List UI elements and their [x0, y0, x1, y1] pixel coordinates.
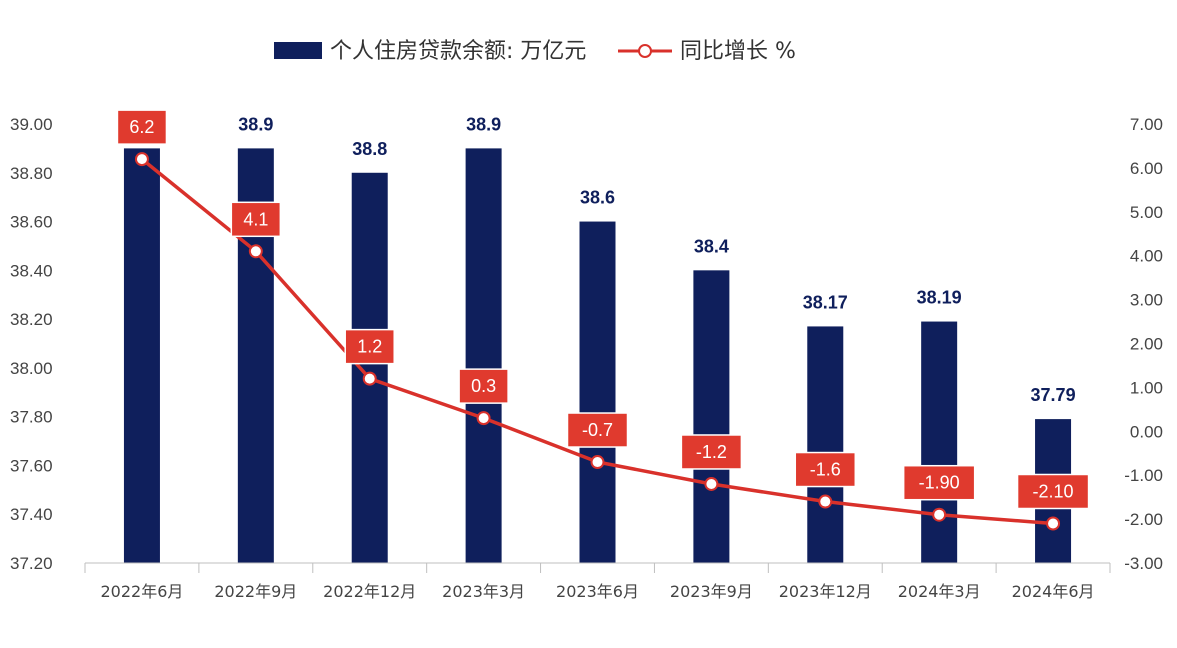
- right-tick-label: 6.00: [1130, 159, 1163, 178]
- right-tick-label: 5.00: [1130, 203, 1163, 222]
- legend-bar-label: 个人住房贷款余额: 万亿元: [330, 39, 586, 64]
- x-tick-label: 2023年6月: [556, 582, 639, 601]
- bar: [465, 148, 502, 563]
- bar: [579, 221, 616, 564]
- growth-value-label: 0.3: [471, 376, 496, 396]
- bar-value-label: 37.79: [1031, 385, 1076, 405]
- left-tick-label: 38.80: [10, 164, 53, 183]
- growth-value-label: -1.90: [919, 473, 960, 493]
- growth-point: [134, 152, 149, 167]
- right-tick-label: -1.00: [1124, 466, 1163, 485]
- growth-point: [476, 411, 491, 426]
- growth-point: [362, 371, 377, 386]
- growth-value-label: -2.10: [1033, 481, 1074, 501]
- right-axis-ticks: 7.00 6.00 5.00 4.00 3.00 2.00 1.00 0.00 -1.00 -2.…: [1124, 115, 1163, 573]
- left-tick-label: 38.00: [10, 359, 53, 378]
- growth-label-box: [902, 464, 976, 501]
- growth-label-box: [458, 368, 509, 404]
- bar: [693, 270, 730, 563]
- left-tick-label: 37.60: [10, 456, 53, 475]
- left-tick-label: 38.60: [10, 213, 53, 232]
- x-tick-label: 2022年6月: [100, 582, 183, 601]
- growth-point: [1046, 516, 1061, 531]
- bar-value-label: 38.8: [352, 139, 387, 159]
- right-tick-label: 4.00: [1130, 247, 1163, 266]
- right-tick-label: 3.00: [1130, 291, 1163, 310]
- growth-value-label: 4.1: [243, 209, 268, 229]
- growth-point: [818, 494, 833, 509]
- x-tick-label: 2023年9月: [670, 582, 753, 601]
- bar: [351, 172, 388, 563]
- left-axis-ticks: 39.00 38.80 38.60 38.40 38.20 38.00 37.80 37.60…: [10, 115, 53, 573]
- growth-value-label: 6.2: [129, 117, 154, 137]
- left-tick-label: 39.00: [10, 115, 53, 134]
- right-tick-label: 7.00: [1130, 115, 1163, 134]
- left-tick-label: 37.80: [10, 408, 53, 427]
- x-tick-label: 2022年9月: [214, 582, 297, 601]
- legend-bar-swatch: [274, 42, 322, 59]
- growth-value-label: -0.7: [582, 420, 613, 440]
- right-tick-label: -2.00: [1124, 510, 1163, 529]
- left-tick-label: 37.20: [10, 554, 53, 573]
- growth-line-layer: 6.2 4.1 1.2 0.3 -0.7 -1.2 -1.6 -1.90 -2.10: [116, 109, 1090, 531]
- left-tick-label: 38.20: [10, 310, 53, 329]
- bar: [123, 148, 160, 563]
- growth-label-box: [116, 109, 168, 145]
- growth-point: [590, 455, 605, 470]
- growth-point: [932, 507, 947, 522]
- legend-line-marker: [638, 44, 652, 58]
- bar-value-label: 38.6: [580, 188, 615, 208]
- bar-value-label: 38.4: [694, 236, 729, 256]
- right-tick-label: 1.00: [1130, 378, 1163, 397]
- right-tick-label: -3.00: [1124, 554, 1163, 573]
- bar-value-labels: 38.9 38.8 38.9 38.6 38.4 38.17 38.19 37.79: [238, 114, 1075, 405]
- left-tick-label: 37.40: [10, 505, 53, 524]
- growth-label-box: [680, 434, 743, 470]
- growth-point: [704, 476, 719, 491]
- x-tick-label: 2024年3月: [898, 582, 981, 601]
- x-tick-label: 2023年3月: [442, 582, 525, 601]
- growth-label-box: [794, 451, 857, 488]
- growth-value-label: -1.2: [696, 442, 727, 462]
- x-axis-ticks: 2022年6月 2022年9月 2022年12月 2023年3月 2023年6月 2023…: [84, 563, 1111, 601]
- bar-value-label: 38.9: [238, 114, 273, 134]
- growth-label-box: [230, 201, 282, 238]
- x-tick-label: 2023年12月: [779, 582, 872, 601]
- bar: [807, 326, 844, 563]
- x-tick-label: 2024年6月: [1012, 582, 1095, 601]
- bar-value-label: 38.19: [917, 288, 962, 308]
- bar-value-label: 38.17: [803, 292, 848, 312]
- growth-value-label: -1.6: [810, 460, 841, 480]
- bar-value-label: 38.9: [466, 114, 501, 134]
- x-tick-label: 2022年12月: [323, 582, 416, 601]
- bar: [921, 321, 958, 563]
- right-tick-label: 0.00: [1130, 422, 1163, 441]
- growth-label-box: [566, 412, 629, 448]
- growth-label-box: [1016, 473, 1090, 510]
- left-tick-label: 38.40: [10, 261, 53, 280]
- growth-label-box: [344, 328, 395, 365]
- growth-point: [248, 244, 263, 259]
- growth-value-label: 1.2: [357, 337, 382, 357]
- right-tick-label: 2.00: [1130, 335, 1163, 354]
- legend: 个人住房贷款余额: 万亿元 同比增长 %: [274, 39, 796, 64]
- legend-line-label: 同比增长 %: [680, 39, 796, 64]
